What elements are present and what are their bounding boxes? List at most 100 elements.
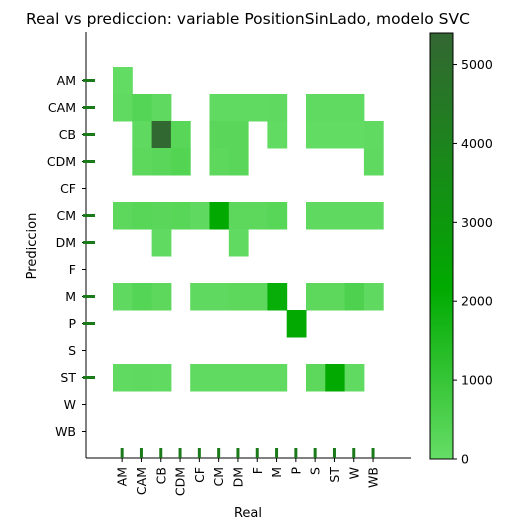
y-tick-label: ST xyxy=(60,370,76,385)
x-tick-label: CM xyxy=(211,467,226,487)
heatmap-cell-M-CB xyxy=(151,283,172,311)
x-tick-label: WB xyxy=(366,467,381,488)
heatmap-cell-CM-ST xyxy=(325,202,346,230)
heatmap-cell-ST-CB xyxy=(151,364,172,392)
heatmap-cells xyxy=(113,67,384,392)
heatmap-cell-CM-CDM xyxy=(170,202,191,230)
y-tick-label: S xyxy=(68,343,76,358)
y-axis-label: Prediccion xyxy=(25,213,40,280)
heatmap-cell-CB-S xyxy=(306,121,326,149)
heatmap-cell-CB-CB xyxy=(151,121,172,149)
heatmap-cell-CDM-CAM xyxy=(132,148,153,176)
heatmap-cell-M-S xyxy=(306,283,326,311)
heatmap-cell-CM-DM xyxy=(228,202,249,230)
heatmap-cell-ST-M xyxy=(267,364,288,392)
colorbar-tick-label: 0 xyxy=(461,452,469,467)
heatmap-cell-M-CF xyxy=(190,283,210,311)
heatmap-cell-M-CM xyxy=(209,283,230,311)
colorbar-gradient xyxy=(429,32,454,460)
heatmap-cell-ST-CM xyxy=(209,364,230,392)
colorbar-tick-label: 5000 xyxy=(461,57,493,72)
heatmap-cell-CAM-CM xyxy=(209,94,230,122)
y-tick-label: CF xyxy=(60,181,76,196)
x-axis: AM CAM CB CDM CF CM DM F M P S ST W WB xyxy=(86,448,411,496)
heatmap-cell-CAM-F xyxy=(248,94,268,122)
heatmap-cell-ST-S xyxy=(306,364,326,392)
heatmap-cell-AM-AM xyxy=(113,67,133,95)
heatmap-cell-CM-F xyxy=(248,202,268,230)
heatmap-cell-ST-CF xyxy=(190,364,210,392)
heatmap-cell-ST-ST xyxy=(325,364,346,392)
y-tick-label: P xyxy=(68,316,76,331)
heatmap-cell-CAM-ST xyxy=(325,94,346,122)
heatmap-cell-CAM-M xyxy=(267,94,288,122)
heatmap-cell-CM-CM xyxy=(209,202,230,230)
heatmap-cell-CAM-CAM xyxy=(132,94,153,122)
y-tick-label: CDM xyxy=(47,154,76,169)
heatmap-cell-M-W xyxy=(344,283,365,311)
heatmap-cell-ST-DM xyxy=(228,364,249,392)
y-tick-label: F xyxy=(69,262,76,277)
heatmap-cell-M-DM xyxy=(228,283,249,311)
heatmap-cell-M-CAM xyxy=(132,283,153,311)
heatmap-cell-CM-CB xyxy=(151,202,172,230)
heatmap-cell-M-ST xyxy=(325,283,346,311)
heatmap-cell-CB-CDM xyxy=(170,121,191,149)
heatmap-cell-CDM-CM xyxy=(209,148,230,176)
y-tick-label: AM xyxy=(57,73,76,88)
heatmap-cell-CDM-CDM xyxy=(170,148,191,176)
heatmap-cell-CB-W xyxy=(344,121,365,149)
heatmap-cell-ST-CAM xyxy=(132,364,153,392)
heatmap-cell-CAM-DM xyxy=(228,94,249,122)
colorbar-tick-label: 1000 xyxy=(461,373,493,388)
heatmap-cell-DM-CB xyxy=(151,229,172,257)
x-tick-label: W xyxy=(346,467,361,479)
heatmap-cell-ST-W xyxy=(344,364,365,392)
x-tick-label: S xyxy=(308,467,323,475)
heatmap-cell-CAM-AM xyxy=(113,94,133,122)
heatmap-cell-CB-CAM xyxy=(132,121,153,149)
x-tick-label: M xyxy=(269,467,284,478)
x-tick-label: CDM xyxy=(173,467,188,496)
x-tick-label: ST xyxy=(327,467,342,483)
x-tick-label: F xyxy=(250,467,265,474)
heatmap-cell-DM-DM xyxy=(228,229,249,257)
heatmap-cell-P-P xyxy=(286,310,307,338)
heatmap-cell-ST-F xyxy=(248,364,268,392)
heatmap-cell-M-M xyxy=(267,283,288,311)
x-tick-label: DM xyxy=(230,467,245,487)
heatmap-cell-CM-S xyxy=(306,202,326,230)
y-tick-label: CB xyxy=(59,127,76,142)
y-tick-label: DM xyxy=(56,235,76,250)
heatmap-cell-CDM-DM xyxy=(228,148,249,176)
x-tick-label: CF xyxy=(192,467,207,483)
heatmap-cell-CDM-WB xyxy=(363,148,384,176)
heatmap-cell-M-F xyxy=(248,283,268,311)
y-tick-label: CAM xyxy=(48,100,76,115)
heatmap-cell-CAM-CB xyxy=(151,94,172,122)
x-tick-label: AM xyxy=(115,467,130,486)
colorbar-tick-label: 3000 xyxy=(461,215,493,230)
y-tick-label: M xyxy=(65,289,76,304)
x-axis-label: Real xyxy=(234,506,262,521)
colorbar: 0 1000 2000 3000 4000 5000 xyxy=(429,32,493,467)
x-tick-label: CAM xyxy=(134,467,149,495)
heatmap-cell-CAM-W xyxy=(344,94,365,122)
x-tick-label: P xyxy=(288,467,303,475)
heatmap-cell-CDM-CB xyxy=(151,148,172,176)
y-tick-label: WB xyxy=(55,424,76,439)
heatmap-cell-M-AM xyxy=(113,283,133,311)
heatmap-cell-CB-ST xyxy=(325,121,346,149)
heatmap-cell-CM-W xyxy=(344,202,365,230)
heatmap-cell-CAM-S xyxy=(306,94,326,122)
y-tick-label: CM xyxy=(56,208,76,223)
heatmap-cell-M-WB xyxy=(363,283,384,311)
colorbar-tick-label: 4000 xyxy=(461,136,493,151)
y-tick-label: W xyxy=(64,397,76,412)
heatmap-cell-CB-M xyxy=(267,121,288,149)
heatmap-cell-CB-CM xyxy=(209,121,230,149)
chart-title: Real vs prediccion: variable PositionSin… xyxy=(26,10,470,28)
heatmap-cell-CM-AM xyxy=(113,202,133,230)
